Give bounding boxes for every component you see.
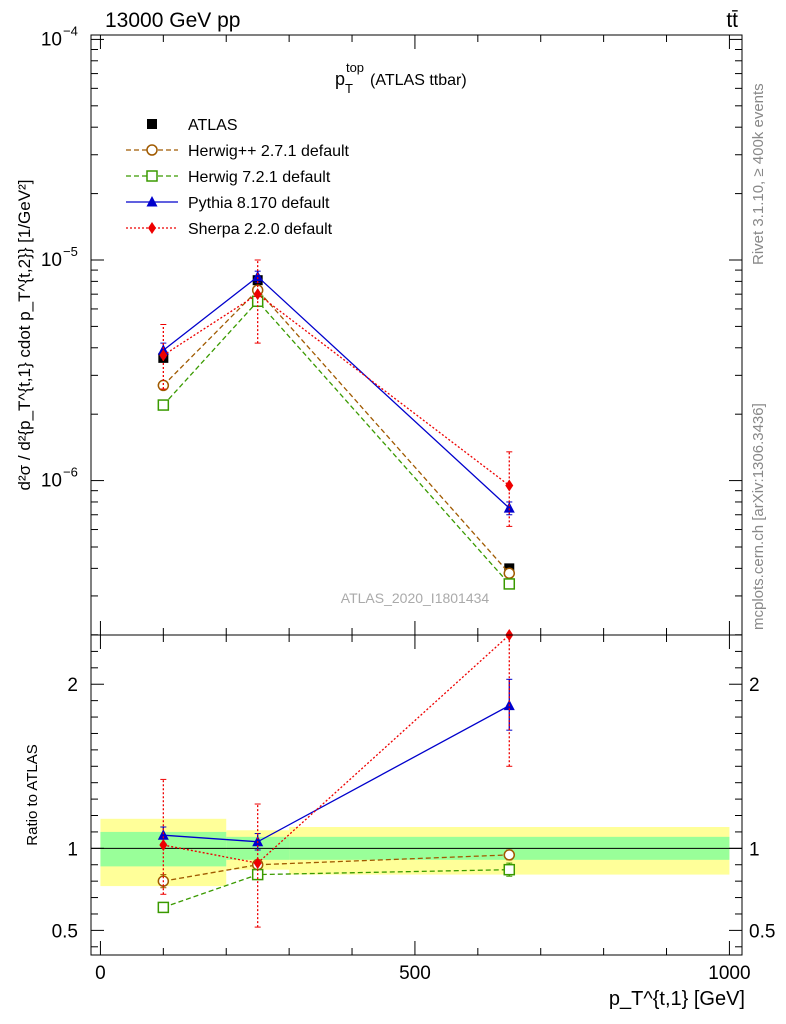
herwigpp-marker <box>503 849 516 861</box>
plot-title-sub: T <box>345 81 353 96</box>
top-y-tick-label-exponent: −5 <box>63 244 78 259</box>
herwigpp-marker <box>503 567 516 580</box>
top-y-tick-label-exponent: −6 <box>63 465 78 480</box>
herwigpp-line <box>162 289 510 574</box>
analysis-watermark: ATLAS_2020_I1801434 <box>341 590 490 606</box>
top-y-tick-label: 10 <box>41 29 62 50</box>
x-tick-label: 0 <box>95 963 106 984</box>
legend-label-herwig7: Herwig 7.2.1 default <box>188 169 331 186</box>
sherpa-marker <box>159 349 168 362</box>
herwigpp-marker <box>146 144 158 156</box>
bottom-y-tick-label-right: 1 <box>749 839 760 860</box>
sherpa-marker <box>505 479 514 492</box>
mcplots-label: mcplots.cern.ch [arXiv:1306.3436] <box>750 403 767 630</box>
herwig7-marker <box>157 399 170 411</box>
herwig7-marker <box>157 901 170 914</box>
herwig7-line <box>162 300 510 585</box>
ratio-uncertainty-bands <box>91 818 742 887</box>
sherpa-marker <box>148 222 156 234</box>
header-energy: 13000 GeV pp <box>105 9 240 32</box>
pythia-marker <box>252 270 264 282</box>
header-process: tt̄ <box>726 9 738 32</box>
bottom-y-tick-label-right: 2 <box>749 675 760 696</box>
bottom-y-tick-label-right: 0.5 <box>749 921 775 942</box>
legend-label-atlas: ATLAS <box>188 117 238 134</box>
top-y-tick-label: 10 <box>41 250 62 271</box>
plot-title-sup: top <box>346 60 364 75</box>
x-tick-label: 1000 <box>708 963 750 984</box>
rivet-label: Rivet 3.1.10, ≥ 400k events <box>750 83 767 265</box>
herwig7-marker <box>146 170 158 182</box>
legend: ATLAS Herwig++ 2.7.1 default Herwig 7.2.1 … <box>126 117 350 238</box>
pythia-marker <box>146 196 158 207</box>
pythia-marker <box>157 829 169 840</box>
pythia-line <box>162 275 510 509</box>
herwig7-marker <box>503 578 516 590</box>
pythia-marker <box>252 835 264 847</box>
bottom-y-axis-label: Ratio to ATLAS <box>24 744 41 845</box>
bottom-y-tick-label-left: 0.5 <box>52 921 78 942</box>
pythia-marker <box>503 502 515 513</box>
plot-title-main: p <box>335 69 345 89</box>
top-y-tick-label: 10 <box>41 471 62 492</box>
sherpa-marker <box>159 839 168 852</box>
bottom-panel-frame <box>90 634 743 956</box>
atlas-marker <box>147 119 157 129</box>
top-panel-series <box>157 259 516 590</box>
sherpa-marker <box>253 288 262 301</box>
bottom-y-tick-label-left: 1 <box>67 839 78 860</box>
ratio-panel-series <box>157 629 516 928</box>
x-tick-label: 500 <box>399 963 431 984</box>
legend-label-pythia: Pythia 8.170 default <box>188 195 330 212</box>
sherpa-marker <box>253 857 262 870</box>
plot-title-rest: (ATLAS ttbar) <box>370 72 467 89</box>
top-y-tick-label-exponent: −4 <box>63 23 78 38</box>
top-y-axis-label: d²σ / d²{p_T^{t,1} cdot p_T^{t,2}} [1/Ge… <box>15 180 34 491</box>
plot-title: pTtop (ATLAS ttbar) <box>335 60 467 96</box>
legend-label-herwigpp: Herwig++ 2.7.1 default <box>188 143 350 160</box>
bottom-y-tick-label-left: 2 <box>67 675 78 696</box>
legend-label-sherpa: Sherpa 2.2.0 default <box>188 221 333 238</box>
herwig7-marker <box>503 863 516 876</box>
x-axis-label: p_T^{t,1} [GeV] <box>609 988 745 1010</box>
